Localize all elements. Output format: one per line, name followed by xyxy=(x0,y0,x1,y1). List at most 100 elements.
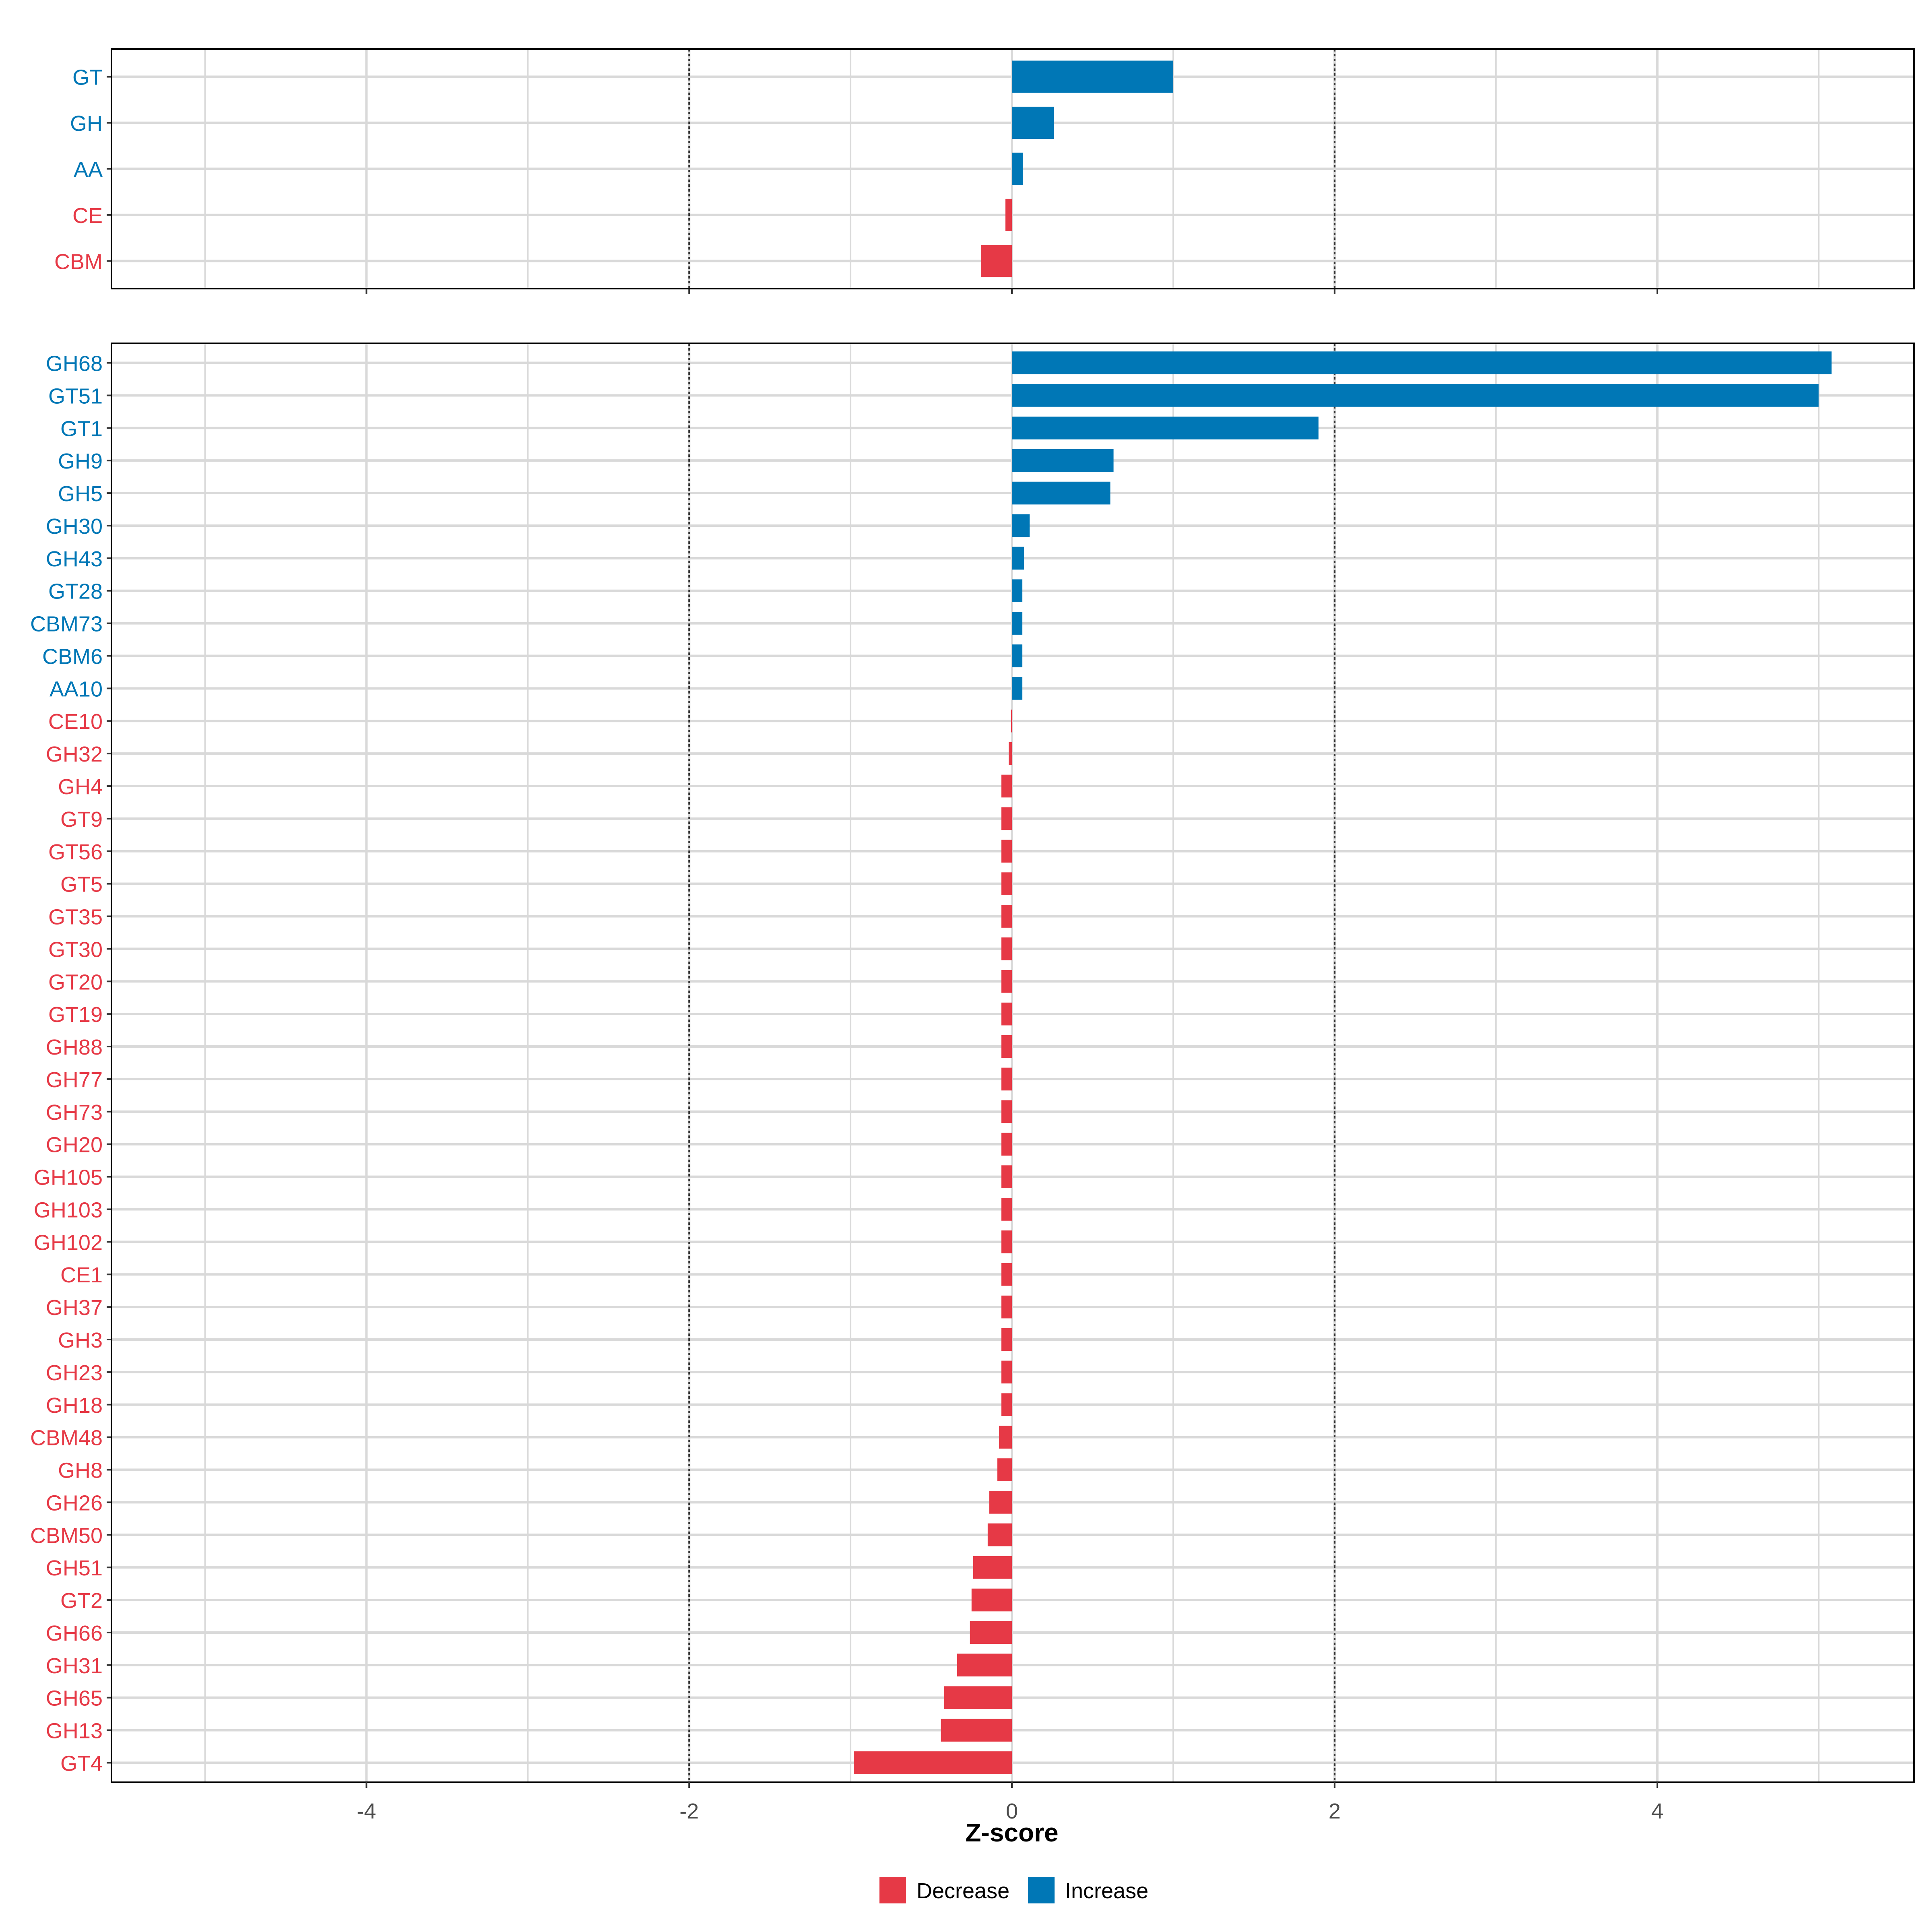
x-tick-label: 0 xyxy=(1006,1799,1018,1823)
y-tick-label: GH18 xyxy=(46,1393,103,1418)
legend-label-increase: Increase xyxy=(1065,1879,1148,1903)
bar-GH105 xyxy=(1001,1165,1012,1188)
y-tick-label: GH73 xyxy=(46,1100,103,1125)
y-tick-label: GH4 xyxy=(58,775,103,799)
y-tick-label: GH13 xyxy=(46,1719,103,1743)
bar-CE xyxy=(1005,198,1012,231)
y-tick-label: GH9 xyxy=(58,449,103,473)
bar-CBM6 xyxy=(1011,644,1023,667)
x-tick-label: -2 xyxy=(679,1799,699,1823)
bar-GT xyxy=(1011,60,1173,93)
legend-label-decrease: Decrease xyxy=(916,1879,1009,1903)
bar-GT51 xyxy=(1011,384,1819,407)
bar-GH4 xyxy=(1001,774,1012,798)
y-tick-label: GT30 xyxy=(48,937,103,962)
y-tick-label: AA10 xyxy=(50,677,103,701)
y-tick-label: CE xyxy=(72,204,103,228)
y-tick-label: GH xyxy=(70,111,103,136)
bar-GT35 xyxy=(1001,905,1012,928)
y-tick-label: GT56 xyxy=(48,840,103,864)
legend-swatch-increase xyxy=(1028,1877,1055,1903)
y-tick-label: GH102 xyxy=(34,1230,103,1255)
panel-border xyxy=(111,343,1915,1783)
y-tick-label: AA xyxy=(74,158,103,182)
y-tick-label: GH3 xyxy=(58,1328,103,1352)
bar-GT30 xyxy=(1001,937,1012,960)
y-tick-label: GT9 xyxy=(60,807,103,832)
bar-GH5 xyxy=(1011,481,1110,505)
y-tick-label: GH5 xyxy=(58,482,103,506)
y-tick-label: GH65 xyxy=(46,1686,103,1711)
bar-AA xyxy=(1011,153,1024,185)
bar-GH65 xyxy=(944,1686,1012,1709)
y-tick-label: GT xyxy=(72,66,103,90)
bar-GH102 xyxy=(1001,1230,1012,1253)
bar-CBM73 xyxy=(1011,612,1023,635)
bar-GT56 xyxy=(1001,840,1012,863)
legend: Decrease Increase xyxy=(879,1877,1148,1903)
bar-CBM xyxy=(981,245,1012,277)
y-tick-label: CBM48 xyxy=(30,1426,103,1450)
bar-AA10 xyxy=(1011,677,1023,700)
y-tick-label: GH105 xyxy=(34,1166,103,1190)
y-tick-label: CBM73 xyxy=(30,612,103,636)
bar-GT1 xyxy=(1011,416,1319,440)
y-tick-label: GT5 xyxy=(60,873,103,897)
bar-GH103 xyxy=(1001,1198,1012,1221)
bar-GH30 xyxy=(1011,514,1030,537)
bar-GH37 xyxy=(1001,1295,1012,1319)
bar-GT4 xyxy=(854,1751,1012,1774)
panel-top: GT GH AA CE CBM xyxy=(54,48,1915,294)
bar-GH3 xyxy=(1001,1328,1012,1351)
bar-GH20 xyxy=(1001,1133,1012,1156)
bar-GT19 xyxy=(1001,1002,1012,1026)
y-tick-label: GH23 xyxy=(46,1361,103,1385)
legend-swatch-decrease xyxy=(879,1877,906,1903)
bar-GH51 xyxy=(973,1556,1012,1579)
bar-GH77 xyxy=(1001,1067,1012,1091)
bar-GT20 xyxy=(1001,970,1012,993)
x-axis-title: Z-score xyxy=(965,1818,1058,1847)
y-tick-label: GH26 xyxy=(46,1491,103,1515)
y-tick-label: GH20 xyxy=(46,1133,103,1157)
y-tick-label: GT2 xyxy=(60,1589,103,1613)
y-tick-label: GH43 xyxy=(46,547,103,571)
bar-GT2 xyxy=(971,1588,1012,1612)
y-tick-label: GT19 xyxy=(48,1003,103,1027)
bar-CE1 xyxy=(1001,1263,1012,1286)
bar-CBM48 xyxy=(999,1426,1012,1449)
bar-GH88 xyxy=(1001,1035,1012,1058)
y-tick-label: CBM50 xyxy=(30,1523,103,1548)
bar-GH68 xyxy=(1011,351,1832,374)
bar-GH66 xyxy=(970,1621,1012,1644)
y-tick-label: GH30 xyxy=(46,514,103,539)
bar-GT9 xyxy=(1001,807,1012,830)
y-tick-label: GH68 xyxy=(46,352,103,376)
y-tick-label: GH31 xyxy=(46,1654,103,1678)
panel-border xyxy=(111,48,1915,289)
x-tick-label: -4 xyxy=(357,1799,376,1823)
y-tick-label: GH37 xyxy=(46,1296,103,1320)
y-tick-label: GT4 xyxy=(60,1751,103,1775)
y-tick-label: GT28 xyxy=(48,580,103,604)
y-tick-label: GH51 xyxy=(46,1556,103,1580)
y-tick-label: GT1 xyxy=(60,417,103,441)
y-tick-label: CE1 xyxy=(60,1263,103,1287)
bar-CBM50 xyxy=(987,1523,1012,1546)
bar-GH18 xyxy=(1001,1393,1012,1416)
y-tick-label: CE10 xyxy=(48,710,103,734)
x-tick-label: 4 xyxy=(1651,1799,1664,1823)
y-tick-label: GT51 xyxy=(48,384,103,408)
y-tick-label: CBM6 xyxy=(42,644,103,669)
y-tick-label: GH32 xyxy=(46,742,103,766)
bar-GH32 xyxy=(1008,742,1012,765)
y-tick-label: GH8 xyxy=(58,1459,103,1483)
bar-GH13 xyxy=(941,1719,1012,1742)
bar-GH9 xyxy=(1011,449,1114,472)
y-tick-label: GT35 xyxy=(48,905,103,929)
bar-GT28 xyxy=(1011,579,1023,603)
bar-GH26 xyxy=(989,1491,1012,1514)
y-tick-label: GH103 xyxy=(34,1198,103,1222)
bar-GH23 xyxy=(1001,1360,1012,1384)
